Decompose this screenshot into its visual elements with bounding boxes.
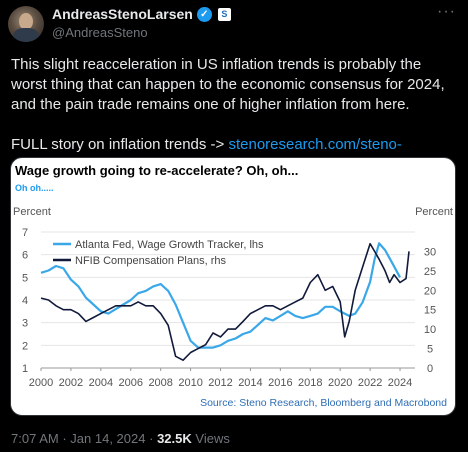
link-prefix: FULL story on inflation trends -> <box>11 136 229 153</box>
chart-subtitle: Oh oh..... <box>15 183 54 193</box>
x-tick-label: 2024 <box>388 377 412 389</box>
y-right-tick-label: 0 <box>427 363 433 375</box>
chart-title: Wage growth going to re-accelerate? Oh, … <box>15 163 299 178</box>
affiliation-badge-icon[interactable]: S <box>217 7 231 21</box>
x-tick-label: 2006 <box>119 377 143 389</box>
avatar[interactable] <box>8 6 44 42</box>
legend-label-2: NFIB Compensation Plans, rhs <box>75 255 227 267</box>
x-tick-label: 2020 <box>328 377 352 389</box>
x-tick-label: 2008 <box>148 377 172 389</box>
chart-source: Source: Steno Research, Bloomberg and Ma… <box>200 397 447 409</box>
user-handle[interactable]: @AndreasSteno <box>52 25 148 40</box>
views-label: Views <box>195 431 230 446</box>
y-right-tick-label: 5 <box>427 344 433 356</box>
x-tick-label: 2004 <box>89 377 113 389</box>
y-right-tick-label: 20 <box>424 285 436 297</box>
chart-image[interactable]: Wage growth going to re-accelerate? Oh, … <box>10 157 456 416</box>
x-tick-label: 2010 <box>178 377 202 389</box>
y-right-tick-label: 15 <box>424 305 436 317</box>
y-left-tick-label: 4 <box>22 295 28 307</box>
y-right-tick-label: 30 <box>424 246 436 258</box>
x-tick-label: 2016 <box>268 377 292 389</box>
display-name[interactable]: AndreasStenoLarsen <box>52 6 193 22</box>
y-right-tick-label: 10 <box>424 324 436 336</box>
x-tick-label: 2012 <box>208 377 232 389</box>
series-line-2 <box>40 242 410 361</box>
x-tick-label: 2000 <box>29 377 53 389</box>
x-tick-label: 2014 <box>238 377 262 389</box>
y-left-tick-label: 5 <box>22 272 28 284</box>
legend-label-1: Atlanta Fed, Wage Growth Tracker, lhs <box>75 239 264 251</box>
left-axis-title: Percent <box>13 206 51 218</box>
tweet-body: This slight reacceleration in US inflati… <box>11 56 445 113</box>
author-name-row: AndreasStenoLarsen ✓ S <box>52 6 231 22</box>
y-left-tick-label: 7 <box>22 227 28 239</box>
avatar-face <box>19 13 33 30</box>
tweet-meta: 7:07 AM · Jan 14, 2024 · 32.5K Views <box>11 431 230 446</box>
x-tick-label: 2022 <box>358 377 382 389</box>
x-tick-label: 2018 <box>298 377 322 389</box>
line-chart: 1 2 3 4 5 6 7 0 5 10 15 20 25 30 2000 2002 2004 2006 2008 2… <box>22 227 436 389</box>
more-options-icon[interactable]: ··· <box>437 3 456 20</box>
y-right-tick-label: 25 <box>424 266 436 278</box>
verified-badge-icon: ✓ <box>196 6 212 22</box>
meta-separator-2: · <box>149 431 154 446</box>
post-date[interactable]: Jan 14, 2024 <box>70 431 146 446</box>
x-tick-label: 2002 <box>59 377 83 389</box>
avatar-body <box>13 28 39 42</box>
views-count: 32.5K <box>157 431 192 446</box>
meta-separator: · <box>62 431 67 446</box>
post-time[interactable]: 7:07 AM <box>11 431 59 446</box>
y-left-tick-label: 6 <box>22 250 28 262</box>
y-left-tick-label: 3 <box>22 318 28 330</box>
right-axis-title: Percent <box>415 206 453 218</box>
y-left-tick-label: 2 <box>22 340 28 352</box>
y-left-tick-label: 1 <box>22 363 28 375</box>
